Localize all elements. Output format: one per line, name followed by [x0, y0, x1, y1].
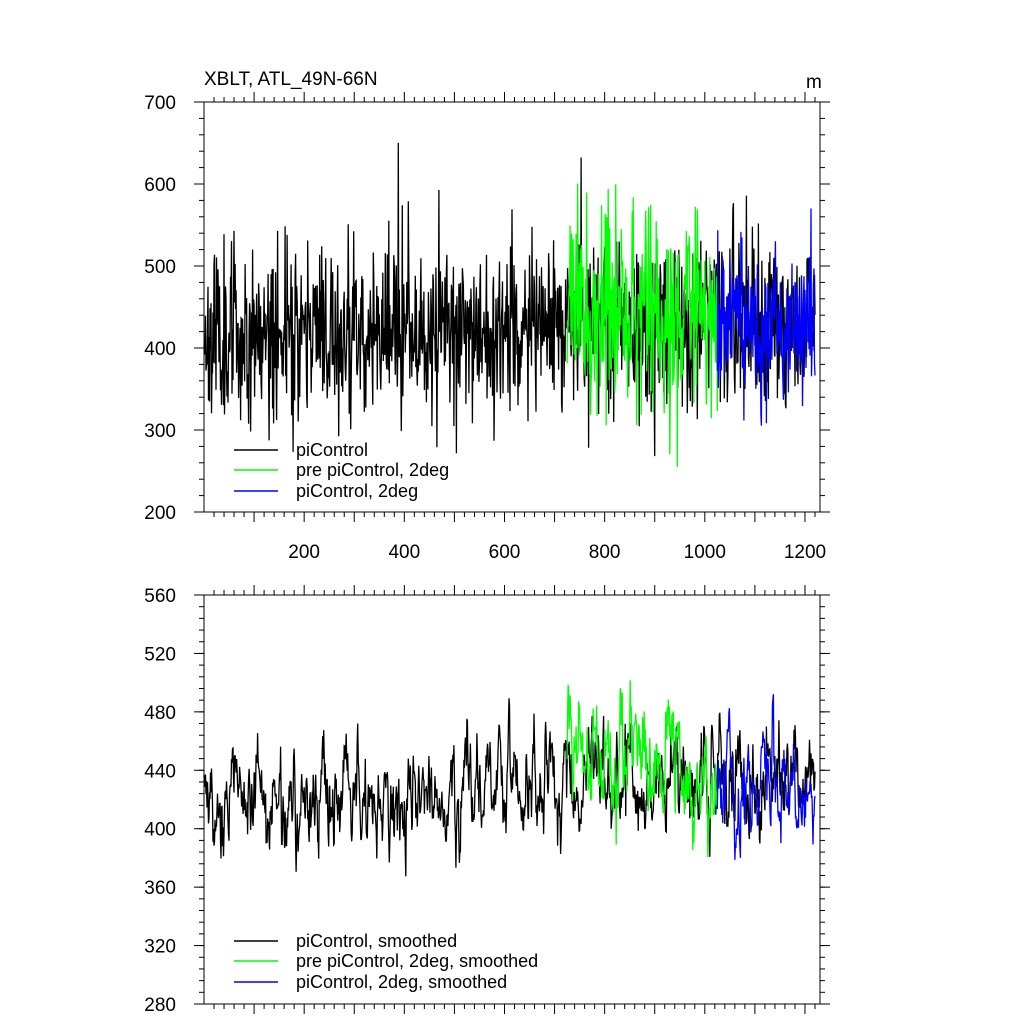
x-tick-label: 800 [589, 542, 621, 563]
tick-marks [194, 92, 830, 522]
y-tick-labels: 280 320 360 400 440 480 520 560 [144, 586, 176, 1016]
x-tick-label: 200 [288, 542, 320, 563]
y-tick-label: 440 [144, 761, 176, 782]
series-group [203, 142, 816, 468]
legend-label: piControl, smoothed [296, 931, 457, 951]
x-tick-label: 1200 [784, 542, 826, 563]
legend-label: piControl [296, 440, 368, 460]
y-tick-label: 320 [144, 937, 176, 958]
y-tick-label: 400 [144, 339, 176, 360]
y-tick-label: 700 [144, 93, 176, 114]
y-tick-label: 400 [144, 820, 176, 841]
y-tick-label: 600 [144, 175, 176, 196]
x-tick-label: 600 [489, 542, 521, 563]
top-panel: XBLT, ATL_49N-66N m 200 300 400 500 600 … [144, 69, 830, 563]
series-line [716, 208, 816, 426]
plot-frame [203, 594, 821, 1005]
y-tick-label: 520 [144, 644, 176, 665]
bottom-panel: 280 320 360 400 440 480 520 560 piContro… [144, 585, 830, 1016]
legend-label: pre piControl, 2deg [296, 460, 449, 480]
units-label: m [806, 72, 822, 93]
plot-frame [203, 101, 821, 513]
series-line [566, 183, 718, 468]
y-tick-label: 300 [144, 421, 176, 442]
series-line [203, 698, 816, 877]
y-tick-labels: 200 300 400 500 600 700 [144, 93, 176, 524]
y-tick-label: 560 [144, 586, 176, 607]
y-tick-label: 200 [144, 503, 176, 524]
y-tick-label: 500 [144, 257, 176, 278]
panel-title: XBLT, ATL_49N-66N [204, 69, 378, 90]
y-tick-label: 360 [144, 878, 176, 899]
legend-label: pre piControl, 2deg, smoothed [296, 951, 538, 971]
y-tick-label: 480 [144, 703, 176, 724]
x-tick-label: 400 [388, 542, 420, 563]
legend: piControl pre piControl, 2deg piControl,… [234, 440, 449, 501]
series-line [566, 680, 718, 858]
x-tick-labels: 200 400 600 800 1000 1200 [288, 542, 826, 563]
legend: piControl, smoothed pre piControl, 2deg,… [234, 931, 538, 992]
series-line [716, 694, 816, 860]
legend-label: piControl, 2deg [296, 481, 418, 501]
series-group [203, 680, 816, 877]
tick-marks [194, 585, 830, 1014]
legend-label: piControl, 2deg, smoothed [296, 972, 507, 992]
x-tick-label: 1000 [684, 542, 726, 563]
y-tick-label: 280 [144, 995, 176, 1016]
